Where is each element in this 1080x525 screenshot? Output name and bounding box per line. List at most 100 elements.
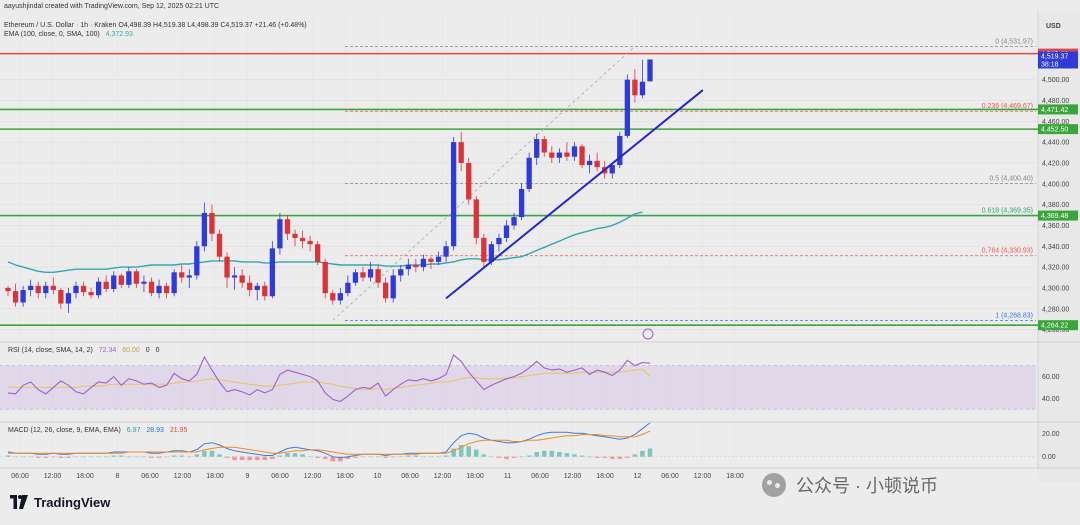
support-price-label: 4,264.22 [1041,323,1068,330]
macd-histogram-bar [111,455,117,457]
macd-histogram-bar [338,456,343,462]
alert-icon [642,328,654,340]
price-tick-label: 4,360.00 [1042,223,1069,230]
fib-level-label: 0.764 (4,330.93) [982,248,1033,255]
macd-legend[interactable]: MACD (12, 26, close, 9, EMA, EMA) 6.97 2… [8,427,187,434]
time-tick-label: 06:00 [531,473,549,480]
macd-legend-title: MACD (12, 26, close, 9, EMA, EMA) [8,427,121,434]
macd-histogram-bar [88,456,94,458]
candle-body [526,157,532,189]
rsi-ma-legend-value: 60.00 [122,347,140,354]
candle-body [194,246,200,276]
candle-body [632,79,638,96]
support-price-tag [1038,104,1078,115]
macd-histogram-bar [534,452,539,457]
candle-body [473,199,479,238]
macd-histogram-bar [451,448,456,457]
candle-body [534,139,540,158]
macd-histogram-bar [390,456,396,458]
time-tick-label: 06:00 [141,473,159,480]
candle-body [541,139,547,153]
candle-body [186,275,192,278]
macd-histogram-bar [66,456,71,458]
candle-body [5,287,11,292]
price-tick-label: 4,380.00 [1042,202,1069,209]
macd-histogram-bar [413,455,419,457]
macd-histogram-bar [511,456,517,458]
candle-body [496,237,502,245]
tradingview-brand[interactable]: TradingView [10,492,110,512]
candle-body [360,272,366,278]
time-tick-label: 18:00 [76,473,94,480]
macd-histogram-bar [254,456,260,461]
macd-histogram-bar [519,456,524,458]
candle-body [141,281,147,284]
candle-body [647,59,653,82]
macd-histogram-bar [504,456,509,459]
macd-histogram-bar [602,456,607,458]
price-axis-background [1038,12,1080,482]
candle-body [428,258,434,262]
symbol-line[interactable]: Ethereum / U.S. Dollar · 1h · Kraken O4,… [4,22,307,29]
candle-body [292,233,298,238]
candle-body [43,285,49,294]
price-tick-label: 4,400.00 [1042,181,1069,188]
candle-body [609,165,615,174]
price-tick-label: 4,480.00 [1042,98,1069,105]
macd-histogram-bar [587,456,592,458]
price-tick-label: 4,420.00 [1042,160,1069,167]
candle-body [12,291,19,303]
macd-histogram-bar [292,453,298,457]
candle-body [330,293,336,301]
macd-histogram-bar [239,456,245,461]
candle-body [80,285,87,293]
price-tick-label: 4,320.00 [1042,265,1069,272]
ema-legend-value: 4,372.93 [105,31,133,38]
candle-body [375,269,381,283]
candle-body [254,285,260,291]
price-tick-label: 4,280.00 [1042,306,1069,313]
wechat-icon [762,473,786,497]
candle-body [118,275,124,285]
time-tick-label: 8 [116,473,120,480]
candle-body [518,189,525,218]
macd-histogram-bar [232,456,237,461]
fib-diagonal [332,46,636,321]
candle-body [586,160,593,166]
ema-legend[interactable]: EMA (100, close, 0, SMA, 100) 4,372.93 [4,31,133,38]
candle-body [224,256,230,278]
candle-body [126,271,132,285]
candle-body [50,285,56,291]
candle-body [231,275,238,278]
attribution-text: aayushjindal created with TradingView.co… [4,3,220,10]
macd-histogram-bar [81,456,86,458]
price-tick-label: 4,460.00 [1042,119,1069,126]
candle-body [322,261,328,294]
candle-body [413,265,419,268]
macd-histogram-bar [564,453,570,457]
macd-histogram-bar [375,456,381,458]
macd-histogram-bar [141,456,147,458]
candle-body [390,275,396,299]
macd-histogram-bar [179,455,184,457]
candle-body [277,219,283,249]
macd-histogram-bar [28,456,33,458]
macd-histogram-bar [13,456,18,458]
candle-body [345,282,351,294]
last-price-countdown: 38:18 [1041,61,1059,68]
rsi-legend[interactable]: RSI (14, close, SMA, 14, 2) 72.34 60.00 … [8,347,160,354]
time-tick-label: 12:00 [44,473,62,480]
candle-body [337,293,343,301]
macd-histogram-bar [345,456,351,459]
macd-histogram-bar [164,456,169,458]
candle-body [367,269,374,278]
time-tick-label: 11 [504,473,511,480]
macd-histogram-bar [406,455,411,457]
candle-body [65,293,72,304]
support-price-tag [1038,320,1078,331]
time-tick-label: 9 [246,473,250,480]
support-price-label: 4,369.48 [1041,213,1068,220]
candle-body [383,282,389,299]
